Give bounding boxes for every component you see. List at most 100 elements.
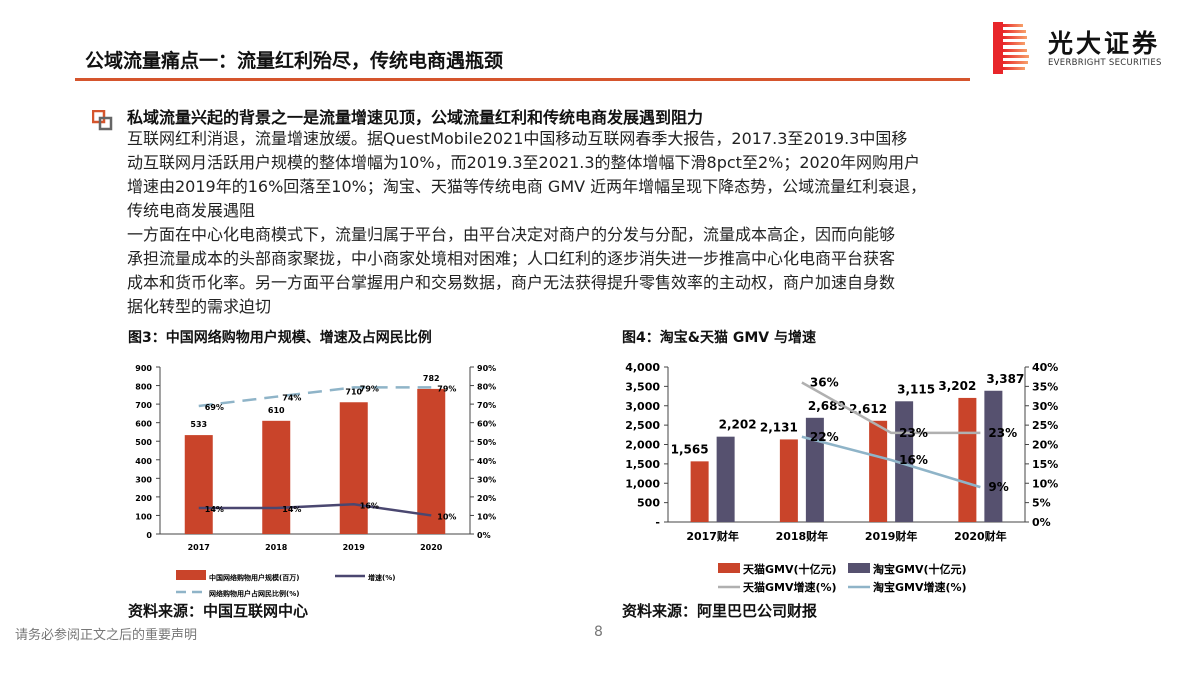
bar-data-label: 1,565 bbox=[671, 442, 709, 456]
y2-tick-label: 20% bbox=[477, 494, 496, 503]
disclaimer-footer: 请务必参阅正文之后的重要声明 bbox=[15, 628, 198, 643]
bar-data-label: 3,115 bbox=[897, 382, 935, 396]
legend-label: 网络购物用户占网民比例(%) bbox=[209, 589, 299, 598]
bar-data-label: 610 bbox=[268, 406, 285, 415]
bar bbox=[262, 420, 291, 534]
legend-label: 淘宝GMV增速(%) bbox=[873, 580, 967, 594]
bar-data-label: 2,689 bbox=[808, 399, 846, 413]
bar bbox=[869, 420, 888, 522]
logo-name-cn: 光大证券 bbox=[1048, 29, 1161, 58]
line-data-label: 36% bbox=[810, 376, 839, 390]
section-body: 互联网红利消退，流量增速放缓。据QuestMobile2021中国移动互联网春季… bbox=[127, 127, 1007, 319]
bar bbox=[716, 436, 735, 522]
y-tick-label: 900 bbox=[135, 364, 152, 373]
y-tick-label: 200 bbox=[135, 494, 152, 503]
figure3-title: 图3：中国网络购物用户规模、增速及占网民比例 bbox=[128, 330, 432, 346]
logo-name-en: EVERBRIGHT SECURITIES bbox=[1048, 58, 1162, 68]
y2-tick-label: 35% bbox=[1032, 380, 1058, 393]
line-data-label: 23% bbox=[988, 426, 1017, 440]
y-tick-label: 2,500 bbox=[625, 419, 660, 432]
line-data-label: 74% bbox=[282, 394, 301, 403]
y2-tick-label: 50% bbox=[477, 438, 496, 447]
bar-data-label: 2,131 bbox=[760, 420, 798, 434]
figure4-title: 图4：淘宝&天猫 GMV 与增速 bbox=[622, 330, 816, 346]
line-data-label: 23% bbox=[899, 426, 928, 440]
y-tick-label: 4,000 bbox=[625, 361, 660, 374]
y-tick-label: 700 bbox=[135, 401, 152, 410]
section-heading: 私域流量兴起的背景之一是流量增速见顶，公域流量红利和传统电商发展遇到阻力 bbox=[127, 108, 704, 127]
y-tick-label: 600 bbox=[135, 420, 152, 429]
y2-tick-label: 40% bbox=[1032, 361, 1058, 374]
bar bbox=[805, 417, 824, 522]
y2-tick-label: 80% bbox=[477, 383, 496, 392]
bar-data-label: 710 bbox=[345, 387, 362, 396]
y-tick-label: 300 bbox=[135, 475, 152, 484]
legend-swatch bbox=[848, 563, 870, 573]
logo-b-icon bbox=[993, 22, 1029, 74]
series-line bbox=[801, 435, 981, 489]
y-tick-label: 3,500 bbox=[625, 380, 660, 393]
body-line: 增速由2019年的16%回落至10%；淘宝、天猫等传统电商 GMV 近两年增幅呈… bbox=[127, 177, 927, 196]
bar bbox=[184, 435, 213, 534]
line-data-label: 14% bbox=[282, 505, 301, 514]
body-line: 一方面在中心化电商模式下，流量归属于平台，由平台决定对商户的分发与分配，流量成本… bbox=[127, 225, 896, 244]
y-tick-label: 1,000 bbox=[625, 477, 660, 490]
x-tick-label: 2020财年 bbox=[954, 529, 1007, 543]
bar-data-label: 782 bbox=[423, 374, 440, 383]
everbright-logo: 光大证券 EVERBRIGHT SECURITIES bbox=[990, 20, 1190, 75]
body-line: 成本和货币化率。另一方面平台掌握用户和交易数据，商户无法获得提升零售效率的主动权… bbox=[127, 273, 896, 292]
bar bbox=[958, 397, 977, 522]
legend-label: 增速(%) bbox=[368, 573, 395, 582]
bar bbox=[339, 402, 368, 534]
bar bbox=[779, 439, 798, 522]
line-data-label: 9% bbox=[988, 480, 1008, 494]
y2-tick-label: 10% bbox=[477, 512, 496, 521]
y-tick-label: 400 bbox=[135, 457, 152, 466]
body-line: 承担流量成本的头部商家聚拢，中小商家处境相对困难；人口红利的逐步消失进一步推高中… bbox=[127, 249, 896, 268]
bar bbox=[895, 401, 914, 522]
line-data-label: 22% bbox=[810, 430, 839, 444]
body-line: 互联网红利消退，流量增速放缓。据QuestMobile2021中国移动互联网春季… bbox=[127, 129, 908, 148]
line-data-label: 16% bbox=[899, 453, 928, 467]
y2-tick-label: 30% bbox=[477, 475, 496, 484]
line-data-label: 69% bbox=[205, 403, 224, 412]
figure4-source: 资料来源：阿里巴巴公司财报 bbox=[622, 602, 818, 620]
page-number: 8 bbox=[594, 624, 603, 640]
x-tick-label: 2017财年 bbox=[686, 529, 739, 543]
figure3-chart: 0 100 200 300 400 500 600 700 800 900 0% 10% 20% 30% 4… bbox=[135, 364, 496, 598]
line-data-label: 10% bbox=[437, 512, 456, 521]
y2-tick-label: 60% bbox=[477, 420, 496, 429]
legend-swatch bbox=[718, 563, 740, 573]
y-tick-label: 100 bbox=[135, 512, 152, 521]
y2-tick-label: 30% bbox=[1032, 400, 1058, 413]
legend-label: 天猫GMV增速(%) bbox=[743, 580, 837, 594]
bar-data-label: 3,387 bbox=[986, 372, 1024, 386]
y2-tick-label: 20% bbox=[1032, 439, 1058, 452]
bar-data-label: 3,202 bbox=[938, 379, 976, 393]
y-tick-label: 2,000 bbox=[625, 439, 660, 452]
legend-label: 天猫GMV(十亿元) bbox=[743, 562, 837, 576]
bar bbox=[417, 388, 446, 534]
y2-tick-label: 40% bbox=[477, 457, 496, 466]
bar-data-label: 2,612 bbox=[849, 402, 887, 416]
series-line bbox=[801, 381, 981, 435]
legend-label: 淘宝GMV(十亿元) bbox=[873, 562, 967, 576]
bar-data-label: 2,202 bbox=[719, 418, 757, 432]
x-tick-label: 2018财年 bbox=[776, 529, 829, 543]
body-line: 传统电商发展遇阻 bbox=[127, 201, 256, 220]
y2-tick-label: 0% bbox=[1032, 516, 1051, 529]
y-tick-label: 0 bbox=[146, 531, 152, 540]
page-title: 公域流量痛点一：流量红利殆尽，传统电商遇瓶颈 bbox=[85, 50, 504, 72]
line-data-label: 14% bbox=[205, 505, 224, 514]
y2-tick-label: 70% bbox=[477, 401, 496, 410]
bar-data-label: 533 bbox=[190, 420, 207, 429]
y-tick-label: 1,500 bbox=[625, 458, 660, 471]
line-data-label: 79% bbox=[437, 384, 456, 393]
legend-label: 中国网络购物用户规模(百万) bbox=[209, 573, 299, 582]
y2-tick-label: 10% bbox=[1032, 477, 1058, 490]
body-line: 动互联网月活跃用户规模的整体增幅为10%，而2019.3至2021.3的整体增幅… bbox=[127, 153, 921, 172]
series-line bbox=[198, 386, 432, 408]
x-tick-label: 2017 bbox=[188, 543, 210, 552]
line-data-label: 79% bbox=[360, 384, 379, 393]
title-underline bbox=[75, 78, 970, 81]
